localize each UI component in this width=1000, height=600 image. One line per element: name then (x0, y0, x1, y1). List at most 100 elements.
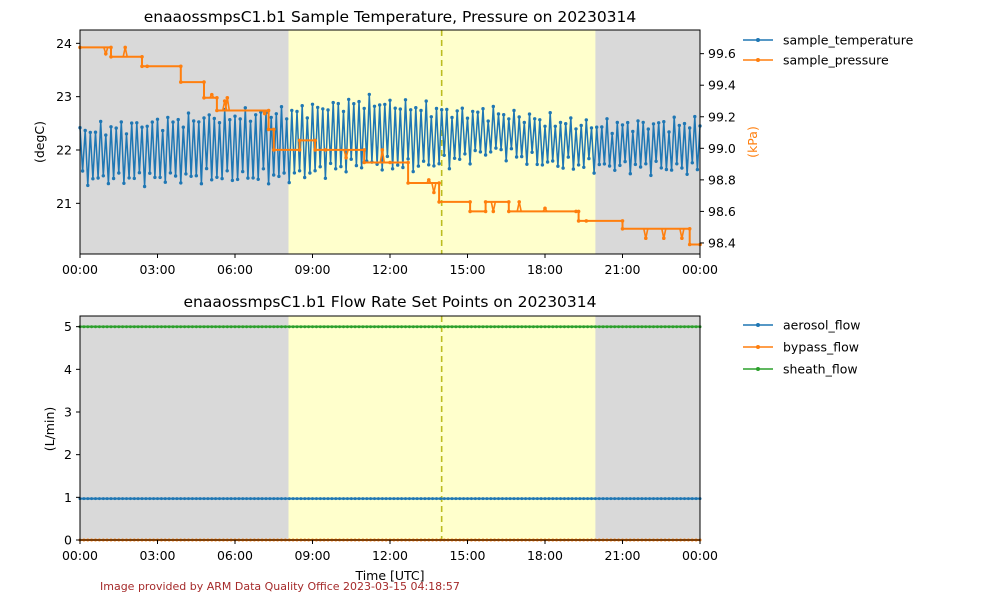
series-point (338, 325, 342, 329)
temperature-point (308, 171, 312, 175)
series-point (156, 325, 159, 329)
series-point (109, 325, 113, 329)
chart2-y-ticks: 0 1 2 3 4 5 (64, 319, 80, 548)
temperature-point (543, 124, 547, 128)
series-point (407, 497, 411, 501)
temperature-point (646, 127, 650, 131)
series-point (190, 497, 194, 501)
pressure-point (620, 219, 625, 223)
series-point (582, 497, 586, 501)
temperature-point (574, 127, 578, 131)
temperature-point (618, 163, 622, 168)
pressure-point (468, 209, 472, 214)
series-point (683, 497, 686, 501)
temperature-point (393, 106, 397, 110)
series-point (307, 497, 311, 501)
series-point (94, 325, 97, 329)
pressure-point (468, 200, 472, 204)
series-point (214, 325, 218, 329)
temperature-point (502, 113, 506, 117)
temperature-point (202, 116, 206, 120)
temperature-point (290, 108, 294, 113)
chart2-y-label: (L/min) (42, 407, 57, 452)
series-point (597, 325, 601, 329)
temperature-point (96, 176, 100, 180)
series-point (202, 497, 206, 501)
y2-tick-label: 98.4 (708, 235, 736, 250)
temperature-point (101, 174, 106, 178)
series-point (148, 497, 152, 501)
x-tick-label: 18:00 (527, 548, 563, 563)
series-point (376, 325, 380, 329)
temperature-point (481, 107, 485, 111)
temperature-point (279, 105, 284, 109)
temperature-point (390, 167, 395, 171)
series-point (590, 497, 593, 501)
temperature-point (380, 168, 384, 172)
temperature-point (504, 159, 508, 163)
temperature-point (166, 115, 170, 120)
sample-pressure-line (80, 46, 700, 246)
series-point (655, 497, 659, 501)
series-point (543, 497, 547, 501)
temperature-point (215, 175, 219, 179)
series-point (446, 325, 450, 329)
series-point (601, 497, 605, 501)
series-point (663, 325, 667, 329)
series-point (442, 325, 446, 329)
series-point (404, 325, 407, 329)
temperature-point (452, 156, 457, 160)
chart1-title: enaaossmpsC1.b1 Sample Temperature, Pres… (144, 8, 637, 26)
series-point (342, 325, 345, 329)
temperature-point (274, 112, 278, 116)
chart2-x-label: Time [UTC] (354, 568, 424, 583)
temperature-point (421, 159, 426, 163)
temperature-point (491, 104, 495, 109)
series-point (175, 497, 179, 501)
series-point (423, 325, 427, 329)
y-tick-label: 22 (56, 143, 72, 158)
series-point (644, 497, 648, 501)
temperature-point (675, 162, 679, 166)
series-point (477, 325, 481, 329)
temperature-point (659, 166, 663, 170)
y-tick-label: 4 (64, 362, 72, 377)
temperature-point (445, 107, 449, 112)
series-point (342, 497, 345, 501)
temperature-point (473, 148, 477, 153)
series-point (210, 497, 214, 501)
temperature-point (419, 108, 423, 113)
temperature-point (396, 163, 400, 167)
series-point (450, 325, 454, 329)
pressure-point (687, 242, 692, 247)
series-point (481, 497, 485, 501)
temperature-point (334, 167, 338, 171)
temperature-point (336, 101, 340, 106)
temperature-point (184, 172, 188, 176)
pressure-point (179, 80, 183, 84)
series-point (411, 325, 415, 329)
temperature-point (328, 161, 333, 166)
series-point (605, 497, 609, 501)
temperature-point (127, 176, 131, 180)
series-point (268, 497, 272, 501)
temperature-point (310, 102, 315, 107)
series-point (481, 325, 485, 329)
temperature-point (545, 160, 550, 164)
temperature-point (631, 129, 635, 134)
temperature-point (458, 157, 462, 161)
temperature-point (403, 98, 408, 102)
series-point (345, 497, 349, 501)
temperature-point (204, 166, 209, 171)
temperature-point (207, 113, 211, 117)
series-point (361, 497, 365, 501)
series-point (520, 497, 524, 501)
series-point (303, 325, 307, 329)
chart1-y2-label: (kPa) (745, 126, 760, 158)
temperature-point (406, 157, 410, 161)
series-point (361, 325, 365, 329)
series-point (531, 325, 535, 329)
series-point (508, 325, 512, 329)
temperature-point (241, 169, 245, 174)
pressure-spike (431, 182, 437, 193)
